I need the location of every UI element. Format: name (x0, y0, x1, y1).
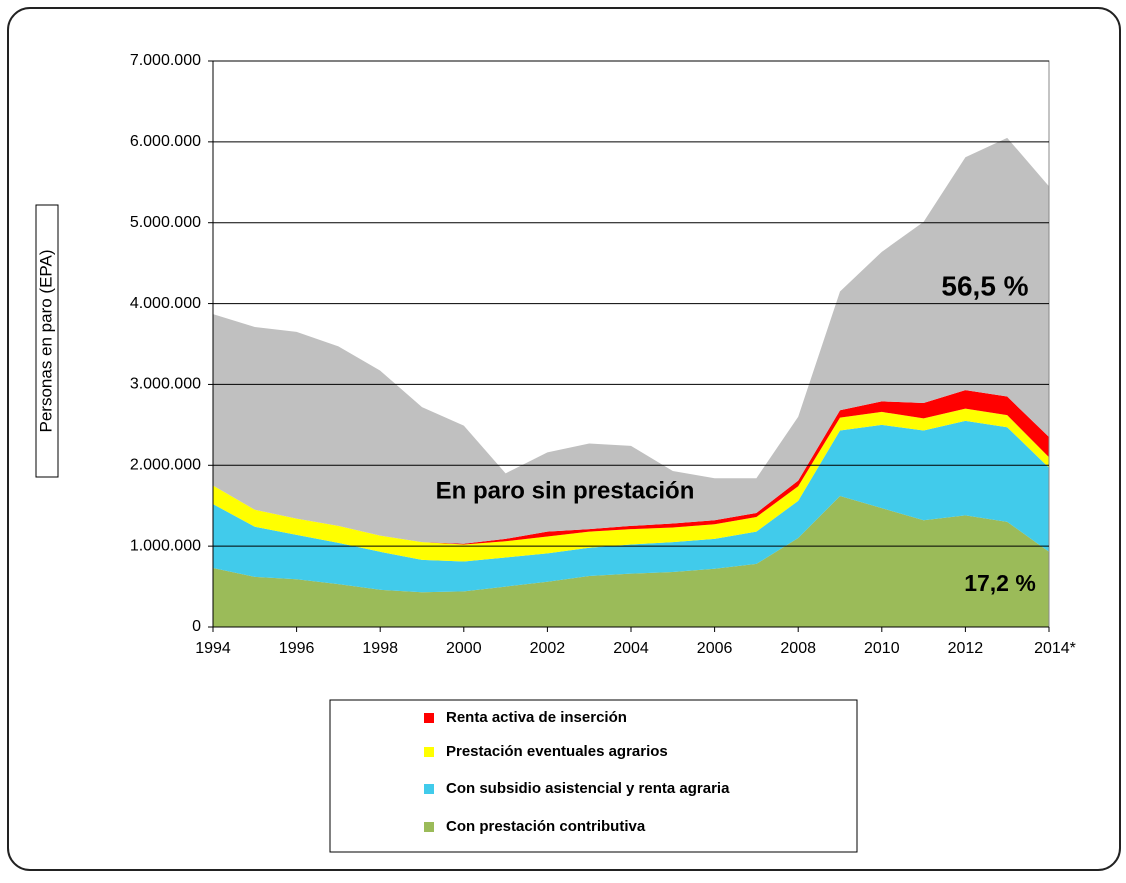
y-axis-label: Personas en paro (EPA) (36, 250, 55, 433)
legend-label: Con prestación contributiva (446, 818, 646, 835)
x-tick-label: 2002 (530, 640, 566, 657)
y-tick-label: 6.000.000 (130, 133, 201, 150)
y-tick-label: 1.000.000 (130, 537, 201, 554)
y-tick-label: 5.000.000 (130, 214, 201, 231)
legend-swatch (424, 713, 434, 723)
y-label-box (35, 204, 59, 478)
x-tick-label: 2000 (446, 640, 482, 657)
annotation: 56,5 % (941, 270, 1028, 301)
x-tick-label: 2006 (697, 640, 733, 657)
legend-label: Con subsidio asistencial y renta agraria (446, 780, 730, 797)
annotation: 17,2 % (964, 570, 1036, 596)
legend-items: Renta activa de inserción Prestación even… (424, 709, 730, 835)
x-tick-label: 2008 (780, 640, 816, 657)
area (213, 420, 1049, 593)
legend-swatch (424, 822, 434, 832)
area-label: En paro sin prestación (436, 477, 695, 504)
area (213, 137, 1049, 544)
chart-frame (7, 7, 1121, 871)
y-tick-label: 3.000.000 (130, 376, 201, 393)
x-tick-label: 1996 (279, 640, 315, 657)
y-tick-label: 4.000.000 (130, 295, 201, 312)
legend-label: Prestación eventuales agrarios (446, 743, 668, 760)
legend-label: Renta activa de inserción (446, 709, 627, 726)
area (213, 496, 1049, 627)
x-tick-label: 2012 (948, 640, 984, 657)
x-tick-label: 1998 (362, 640, 398, 657)
area (213, 390, 1049, 545)
areas (213, 137, 1049, 627)
y-tick-label: 0 (192, 618, 201, 635)
axes: 0 1.000.000 2.000.000 3.000.000 4.000.000 5.0… (130, 52, 1076, 657)
legend (329, 699, 858, 853)
x-tick-label: 1994 (195, 640, 231, 657)
x-tick-label: 2004 (613, 640, 649, 657)
legend-swatch (424, 784, 434, 794)
y-tick-label: 7.000.000 (130, 52, 201, 69)
area (213, 408, 1049, 562)
y-tick-label: 2.000.000 (130, 457, 201, 474)
x-tick-label: 2010 (864, 640, 900, 657)
x-tick-label: 2014* (1034, 640, 1076, 657)
legend-swatch (424, 747, 434, 757)
